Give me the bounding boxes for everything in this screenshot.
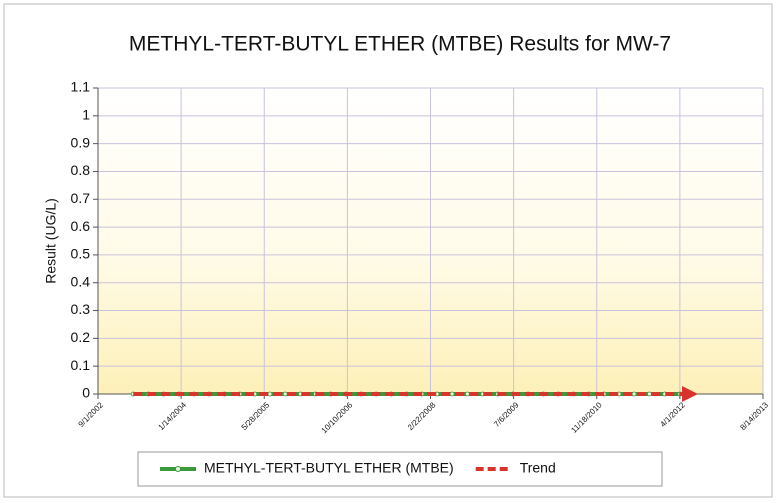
y-tick-label: 0.5 <box>71 246 91 262</box>
point <box>631 391 637 397</box>
point <box>282 391 288 397</box>
legend-label: Trend <box>520 460 556 476</box>
y-tick-label: 0.8 <box>71 162 91 178</box>
y-tick-label: 0.1 <box>71 357 91 373</box>
point <box>465 391 470 397</box>
legend-marker <box>175 466 181 472</box>
y-tick-label: 0.2 <box>71 329 91 345</box>
legend <box>137 451 663 487</box>
point <box>267 391 273 397</box>
y-tick-label: 0.9 <box>71 134 91 150</box>
chart-title: METHYL-TERT-BUTYL ETHER (MTBE) Results f… <box>129 33 671 56</box>
y-tick-label: 0.7 <box>71 190 91 206</box>
y-tick-label: 0.4 <box>71 273 91 289</box>
y-tick-label: 1.1 <box>71 79 91 95</box>
y-tick-label: 1 <box>82 107 90 123</box>
y-axis-label: Result (UG/L) <box>43 198 59 284</box>
y-tick-label: 0.3 <box>71 301 91 317</box>
y-tick-label: 0.6 <box>71 218 91 234</box>
point <box>647 391 652 397</box>
point <box>449 391 455 397</box>
y-tick-label: 0 <box>82 385 90 401</box>
legend-label: METHYL-TERT-BUTYL ETHER (MTBE) <box>204 460 454 476</box>
